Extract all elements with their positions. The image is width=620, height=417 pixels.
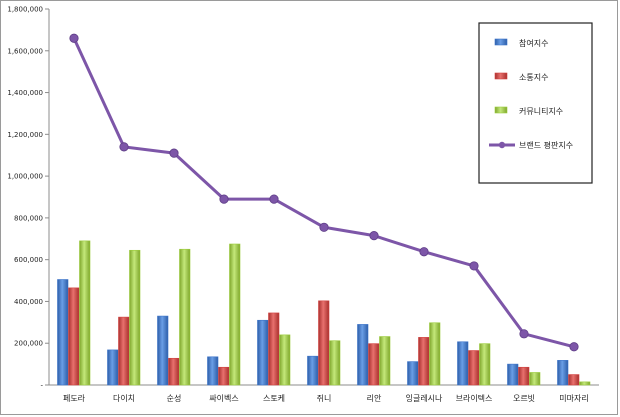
bar-3-8 [429, 322, 441, 386]
category-label: 페도라 [63, 393, 86, 403]
bar-1-5 [257, 319, 269, 386]
category-label: 스토케 [263, 394, 285, 403]
category-label: 오르빗 [513, 394, 535, 403]
reputation-point-3 [169, 148, 179, 158]
bar-2-10 [518, 366, 530, 386]
bar-3-9 [479, 343, 491, 386]
bar-2-11 [568, 374, 580, 386]
bar-1-7 [357, 324, 369, 386]
y-tick-label: 1,200,000 [7, 131, 43, 139]
reputation-point-11 [569, 342, 579, 352]
legend-label: 커뮤니티지수 [519, 106, 563, 116]
y-tick-label: 400,000 [14, 298, 43, 306]
bar-3-6 [329, 340, 341, 386]
bar-3-10 [529, 372, 541, 386]
reputation-point-4 [219, 194, 229, 204]
reputation-point-6 [319, 222, 329, 232]
legend-marker [498, 141, 506, 149]
y-tick-label: 600,000 [14, 256, 43, 264]
reputation-point-5 [269, 194, 279, 204]
bar-1-3 [157, 315, 169, 386]
bar-1-1 [57, 279, 69, 386]
bar-1-9 [457, 341, 469, 386]
legend-label: 참여지수 [519, 38, 548, 48]
category-label: 잉글레시나 [406, 393, 443, 403]
bar-1-4 [207, 356, 219, 386]
y-tick-label: 1,600,000 [7, 47, 43, 55]
y-tick-label: - [40, 382, 43, 390]
bar-1-10 [507, 363, 519, 386]
legend-label: 브랜드 평판지수 [519, 140, 573, 150]
reputation-point-1 [69, 33, 79, 43]
category-label: 순성 [167, 394, 182, 403]
legend-swatch [494, 106, 508, 114]
category-label: 싸이벡스 [209, 393, 238, 403]
bar-2-6 [318, 300, 330, 386]
reputation-point-10 [519, 329, 529, 339]
legend-label: 소통지수 [519, 73, 548, 82]
bar-2-3 [168, 357, 180, 386]
bar-2-8 [418, 337, 430, 386]
bar-3-11 [579, 381, 591, 386]
bar-2-7 [368, 343, 380, 386]
y-tick-label: 1,000,000 [7, 173, 43, 181]
bar-3-5 [279, 334, 291, 386]
bar-2-9 [468, 350, 480, 386]
bar-3-1 [79, 240, 91, 386]
legend-swatch [494, 38, 508, 46]
legend-swatch [494, 72, 508, 80]
bar-3-3 [179, 248, 191, 386]
bar-2-5 [268, 312, 280, 386]
category-label: 리안 [367, 393, 382, 403]
reputation-point-8 [419, 247, 429, 257]
reputation-point-2 [119, 142, 129, 152]
y-tick-label: 800,000 [14, 214, 43, 222]
bar-2-2 [118, 316, 130, 386]
bar-1-2 [107, 349, 119, 386]
bar-1-8 [407, 361, 419, 386]
category-label: 다이치 [113, 393, 135, 403]
reputation-point-7 [369, 231, 379, 241]
category-label: 쥐니 [317, 393, 332, 403]
bar-3-4 [229, 243, 241, 386]
bar-3-2 [129, 249, 141, 386]
y-tick-label: 1,800,000 [7, 6, 43, 14]
bar-1-11 [557, 360, 569, 386]
bar-1-6 [307, 355, 319, 386]
bar-2-4 [218, 366, 230, 386]
legend-box [478, 22, 593, 184]
y-tick-label: 200,000 [14, 340, 43, 348]
category-label: 미마자리 [559, 394, 588, 403]
bar-3-7 [379, 336, 391, 386]
category-label: 브라이텍스 [456, 393, 493, 403]
bar-2-1 [68, 287, 80, 386]
y-tick-label: 1,400,000 [7, 89, 43, 97]
reputation-point-9 [469, 261, 479, 271]
